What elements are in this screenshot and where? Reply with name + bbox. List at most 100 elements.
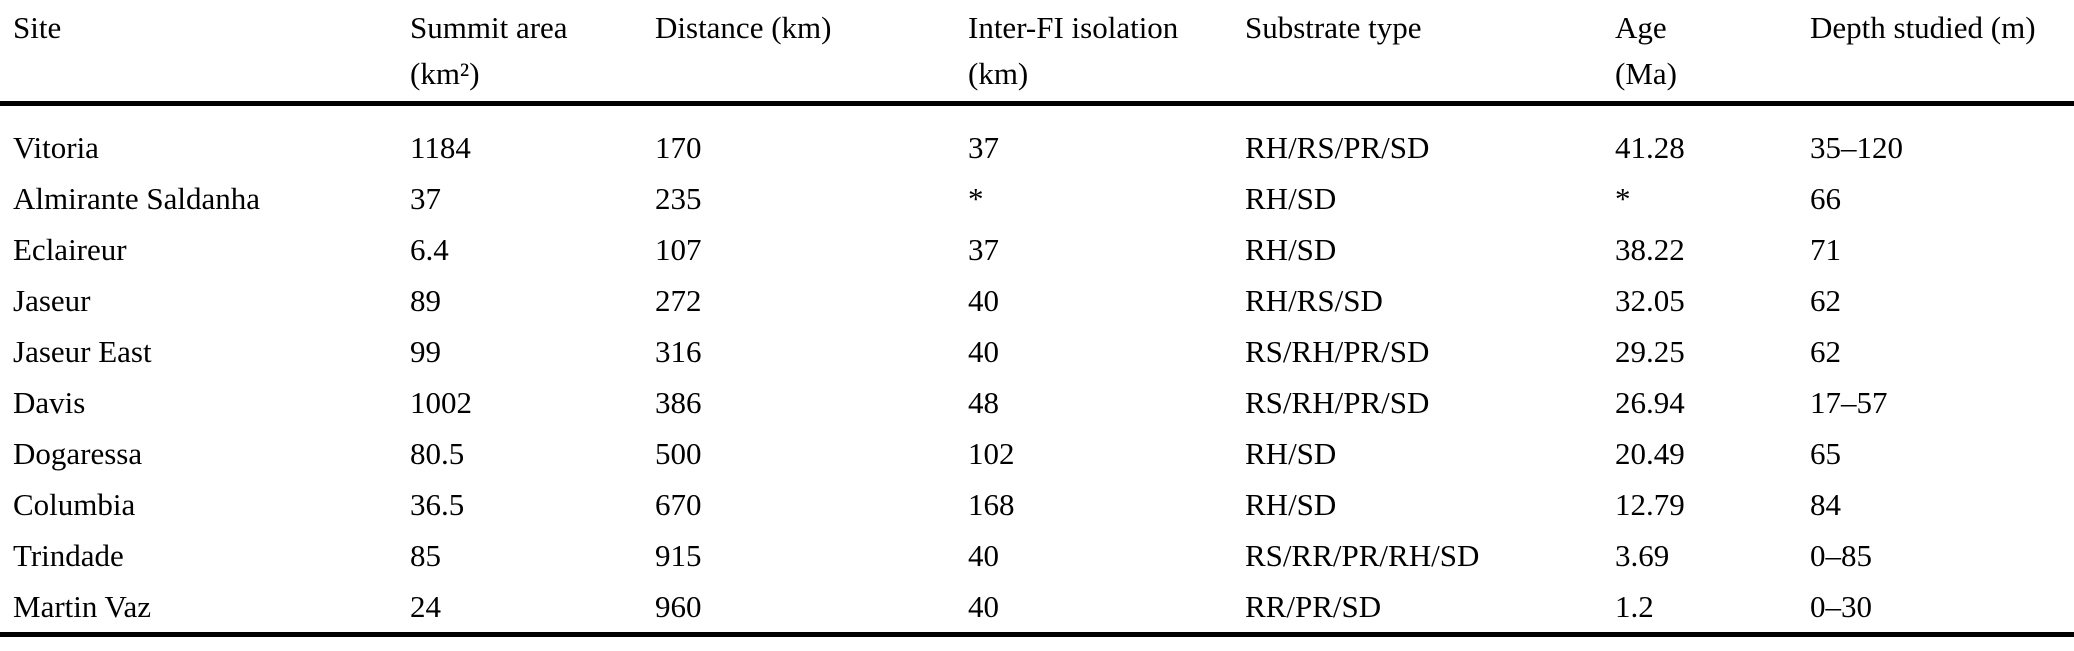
table-row-martin-vaz: Martin Vaz 24 960 40 RR/PR/SD 1.2 0–30	[0, 581, 2074, 635]
table-cell: Jaseur	[13, 282, 91, 318]
column-header-text: Summit area	[410, 10, 568, 45]
table-cell: 36.5	[410, 486, 465, 522]
table-cell: RH/SD	[1245, 180, 1337, 216]
table-cell: 71	[1810, 231, 1841, 267]
column-header-text: Distance (km)	[655, 10, 832, 45]
table-cell: 235	[655, 180, 702, 216]
table-cell: 40	[968, 537, 999, 573]
table-row-vitoria: Vitoria 1184 170 37 RH/RS/PR/SD 41.28 35–120	[0, 103, 2074, 173]
table-cell: 6.4	[410, 231, 449, 267]
table-cell: 0–30	[1810, 588, 1872, 624]
column-header-age: Age (Ma)	[1615, 0, 1810, 103]
table-cell: 17–57	[1810, 384, 1888, 420]
table-cell: Trindade	[13, 537, 124, 573]
table-cell: 1.2	[1615, 588, 1654, 624]
table-row-jaseur: Jaseur 89 272 40 RH/RS/SD 32.05 62	[0, 275, 2074, 326]
table-cell: 500	[655, 435, 702, 471]
table-cell: 0–85	[1810, 537, 1872, 573]
table-cell: 37	[968, 231, 999, 267]
table-cell: 272	[655, 282, 702, 318]
table-cell: 99	[410, 333, 441, 369]
table-cell: 1184	[410, 129, 471, 165]
table-cell: 65	[1810, 435, 1841, 471]
column-header-unit: (Ma)	[1615, 56, 1677, 91]
table-cell: 386	[655, 384, 702, 420]
column-header-text: Inter-FI isolation	[968, 10, 1179, 45]
sites-table: Site Summit area (km²) Distance (km) Inter-F…	[0, 0, 2074, 634]
table-cell: 35–120	[1810, 129, 1903, 165]
table-cell: 1002	[410, 384, 472, 420]
table-cell: Davis	[13, 384, 86, 420]
table-cell: 38.22	[1615, 231, 1685, 267]
table-cell: 40	[968, 282, 999, 318]
table-cell: 170	[655, 129, 702, 165]
column-header-text: Site	[13, 10, 62, 45]
table-cell: *	[1615, 180, 1631, 216]
column-header-depth-studied-m: Depth studied (m)	[1810, 0, 2074, 103]
table-cell: Vitoria	[13, 129, 99, 165]
table-cell: 89	[410, 282, 441, 318]
table-cell: RH/RS/SD	[1245, 282, 1383, 318]
table-cell: 915	[655, 537, 702, 573]
table-cell: 84	[1810, 486, 1841, 522]
table-cell: 66	[1810, 180, 1841, 216]
table-cell: 960	[655, 588, 702, 624]
table-cell: 37	[968, 129, 999, 165]
table-cell: RH/SD	[1245, 231, 1337, 267]
table-cell: 85	[410, 537, 441, 573]
table-cell: RH/SD	[1245, 435, 1337, 471]
table-row-columbia: Columbia 36.5 670 168 RH/SD 12.79 84	[0, 479, 2074, 530]
table-cell: Columbia	[13, 486, 136, 522]
table-cell: 20.49	[1615, 435, 1685, 471]
table-cell: Dogaressa	[13, 435, 143, 471]
table-cell: RS/RR/PR/RH/SD	[1245, 537, 1480, 573]
table-cell: Jaseur East	[13, 333, 152, 369]
table-cell: 316	[655, 333, 702, 369]
table-cell: 168	[968, 486, 1015, 522]
column-header-site: Site	[0, 0, 410, 103]
table-cell: 80.5	[410, 435, 465, 471]
table-row-trindade: Trindade 85 915 40 RS/RR/PR/RH/SD 3.69 0–85	[0, 530, 2074, 581]
column-header-unit: (km)	[968, 56, 1029, 91]
column-header-inter-fi-isolation: Inter-FI isolation (km)	[968, 0, 1245, 103]
table-cell: Eclaireur	[13, 231, 127, 267]
column-header-text: Substrate type	[1245, 10, 1422, 45]
table-cell: RS/RH/PR/SD	[1245, 384, 1430, 420]
table-row-almirante-saldanha: Almirante Saldanha 37 235 * RH/SD * 66	[0, 173, 2074, 224]
table-cell: 41.28	[1615, 129, 1685, 165]
table-row-eclaireur: Eclaireur 6.4 107 37 RH/SD 38.22 71	[0, 224, 2074, 275]
table-cell: 670	[655, 486, 702, 522]
table-cell: 3.69	[1615, 537, 1670, 573]
table-cell: 40	[968, 333, 999, 369]
table-cell: RS/RH/PR/SD	[1245, 333, 1430, 369]
column-header-substrate-type: Substrate type	[1245, 0, 1615, 103]
table-body: Vitoria 1184 170 37 RH/RS/PR/SD 41.28 35–120 Al…	[0, 103, 2074, 634]
table-cell: Martin Vaz	[13, 588, 152, 624]
table-cell: 107	[655, 231, 702, 267]
table-cell: Almirante Saldanha	[13, 180, 261, 216]
header-row: Site Summit area (km²) Distance (km) Inter-F…	[0, 0, 2074, 103]
column-header-text: Depth studied (m)	[1810, 10, 2036, 45]
table-row-davis: Davis 1002 386 48 RS/RH/PR/SD 26.94 17–57	[0, 377, 2074, 428]
table-cell: 48	[968, 384, 999, 420]
column-header-summit-area: Summit area (km²)	[410, 0, 655, 103]
table-cell: 62	[1810, 282, 1841, 318]
table-cell: *	[968, 180, 984, 216]
column-header-distance-km: Distance (km)	[655, 0, 968, 103]
table-cell: 32.05	[1615, 282, 1685, 318]
table-cell: 40	[968, 588, 999, 624]
table-cell: RH/SD	[1245, 486, 1337, 522]
table-cell: 62	[1810, 333, 1841, 369]
table-cell: RR/PR/SD	[1245, 588, 1382, 624]
table-header: Site Summit area (km²) Distance (km) Inter-F…	[0, 0, 2074, 103]
table-cell: 26.94	[1615, 384, 1685, 420]
table-row-dogaressa: Dogaressa 80.5 500 102 RH/SD 20.49 65	[0, 428, 2074, 479]
table-cell: 37	[410, 180, 441, 216]
table-cell: RH/RS/PR/SD	[1245, 129, 1430, 165]
table-cell: 29.25	[1615, 333, 1685, 369]
table-cell: 12.79	[1615, 486, 1685, 522]
paper-table-region: Site Summit area (km²) Distance (km) Inter-F…	[0, 0, 2074, 634]
column-header-text: Age	[1615, 10, 1667, 45]
table-cell: 24	[410, 588, 441, 624]
column-header-unit: (km²)	[410, 56, 480, 91]
